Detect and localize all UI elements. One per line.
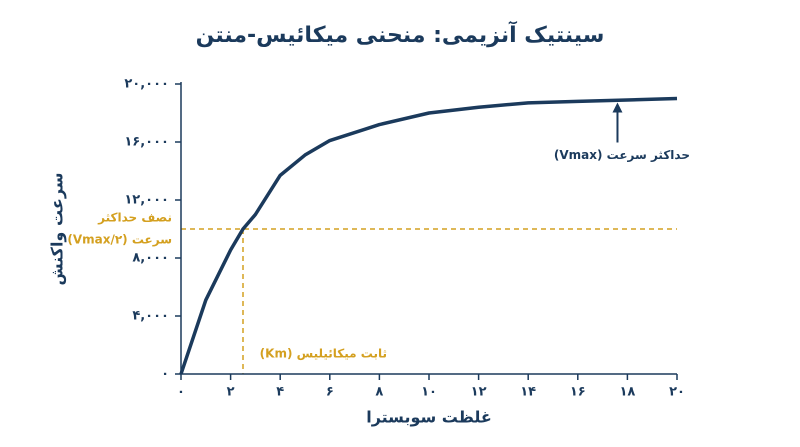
x-tick-label: ۴ <box>276 385 284 400</box>
curve <box>179 96 678 375</box>
y-tick-label: ۴,۰۰۰ <box>132 309 169 324</box>
half-vmax-label: سرعت (Vmax/۲) <box>67 233 172 247</box>
y-tick-label: ۱۲,۰۰۰ <box>124 193 169 208</box>
x-tick-label: ۱۶ <box>570 385 586 400</box>
x-tick-label: ۱۴ <box>520 385 536 400</box>
x-tick-label: ۰ <box>177 385 185 400</box>
y-axis-label: سرعت واکنش <box>48 172 67 285</box>
km-label: ثابت میکائیلیس (Km) <box>260 347 387 361</box>
x-tick-label: ۱۸ <box>619 385 635 400</box>
y-tick-label: ۸,۰۰۰ <box>132 251 169 266</box>
x-tick-label: ۱۰ <box>421 385 437 400</box>
x-tick-label: ۲ <box>227 385 235 400</box>
y-tick-label: ۱۶,۰۰۰ <box>124 135 169 150</box>
x-tick-label: ۱۲ <box>471 385 487 400</box>
y-tick-label: ۰ <box>161 367 169 382</box>
x-axis-label: غلظت سوبسترا <box>366 408 492 427</box>
chart-title: سینتیک آنزیمی: منحنی میکائیس-منتن <box>196 20 605 48</box>
x-tick-label: ۲۰ <box>669 385 685 400</box>
x-tick-label: ۸ <box>375 385 383 400</box>
y-tick-label: ۲۰,۰۰۰ <box>124 77 169 92</box>
x-tick-label: ۶ <box>326 385 334 400</box>
vmax-arrowhead <box>612 102 623 113</box>
vmax-label: حداکثر سرعت (Vmax) <box>554 148 690 162</box>
half-vmax-label: نصف حداکثر <box>97 211 172 225</box>
